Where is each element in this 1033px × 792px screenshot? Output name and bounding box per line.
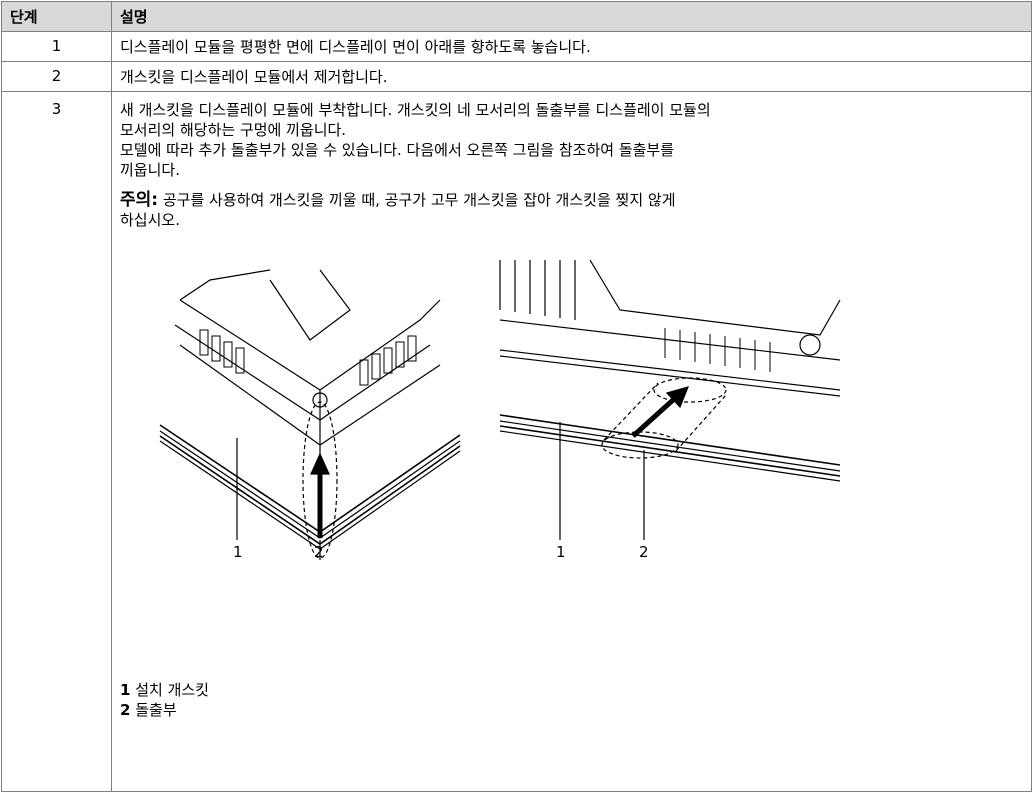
header-row: 단계 설명: [1, 1, 1032, 32]
text-line: 개스킷을 디스플레이 모듈에서 제거합니다.: [120, 68, 388, 86]
note-text: 공구를 사용하여 개스킷을 끼울 때, 공구가 고무 개스킷을 잡아 개스킷을 …: [162, 191, 676, 209]
legend-item: 2 돌출부: [120, 700, 1023, 720]
step-number: 3: [1, 91, 112, 792]
callout: 1: [233, 543, 243, 561]
step-text: 새 개스킷을 디스플레이 모듈에 부착합니다. 개스킷의 네 모서리의 돌출부를…: [111, 91, 1032, 792]
header-cell: 단계: [1, 1, 112, 32]
legend-text: 돌출부: [135, 701, 177, 719]
step-row: 3 새 개스킷을 디스플레이 모듈에 부착합니다. 개스킷의 네 모서리의 돌출…: [1, 91, 1032, 792]
callout: 2: [639, 543, 649, 561]
header-cell: 설명: [111, 1, 1032, 32]
text-line: 디스플레이 모듈을 평평한 면에 디스플레이 면이 아래를 향하도록 놓습니다.: [120, 38, 591, 56]
note: 주의: 공구를 사용하여 개스킷을 끼울 때, 공구가 고무 개스킷을 잡아 개…: [120, 190, 1023, 230]
legend-item: 1 설치 개스킷: [120, 680, 1023, 700]
step-number: 1: [1, 31, 112, 62]
note-label: 주의:: [120, 190, 159, 210]
step-text: 개스킷을 디스플레이 모듈에서 제거합니다.: [111, 61, 1032, 92]
text-line: 주의: 공구를 사용하여 개스킷을 끼울 때, 공구가 고무 개스킷을 잡아 개…: [120, 190, 1023, 210]
callout: 2: [314, 543, 324, 561]
legend-text: 설치 개스킷: [135, 681, 209, 699]
text-line: 새 개스킷을 디스플레이 모듈에 부착합니다. 개스킷의 네 모서리의 돌출부를…: [120, 101, 711, 119]
text-line: 모서리의 해당하는 구멍에 끼웁니다.: [120, 121, 347, 139]
figure-right: [499, 259, 841, 540]
figures: 1 2: [159, 259, 841, 561]
note-text: 하십시오.: [120, 211, 180, 229]
paragraph: 새 개스킷을 디스플레이 모듈에 부착합니다. 개스킷의 네 모서리의 돌출부를…: [120, 100, 1023, 180]
figure-left: [159, 269, 461, 560]
step-number: 2: [1, 61, 112, 92]
step-row: 1 디스플레이 모듈을 평평한 면에 디스플레이 면이 아래를 향하도록 놓습니…: [1, 31, 1032, 62]
legend-number: 2: [120, 701, 131, 719]
text-line: 모델에 따라 추가 돌출부가 있을 수 있습니다. 다음에서 오른쪽 그림을 참…: [120, 141, 675, 159]
text-line: 끼웁니다.: [120, 161, 180, 179]
step-row: 2 개스킷을 디스플레이 모듈에서 제거합니다.: [1, 61, 1032, 92]
step-text: 디스플레이 모듈을 평평한 면에 디스플레이 면이 아래를 향하도록 놓습니다.: [111, 31, 1032, 62]
legend-number: 1: [120, 681, 131, 699]
callout: 1: [556, 543, 566, 561]
legend: 1 설치 개스킷 2 돌출부: [120, 680, 1023, 720]
